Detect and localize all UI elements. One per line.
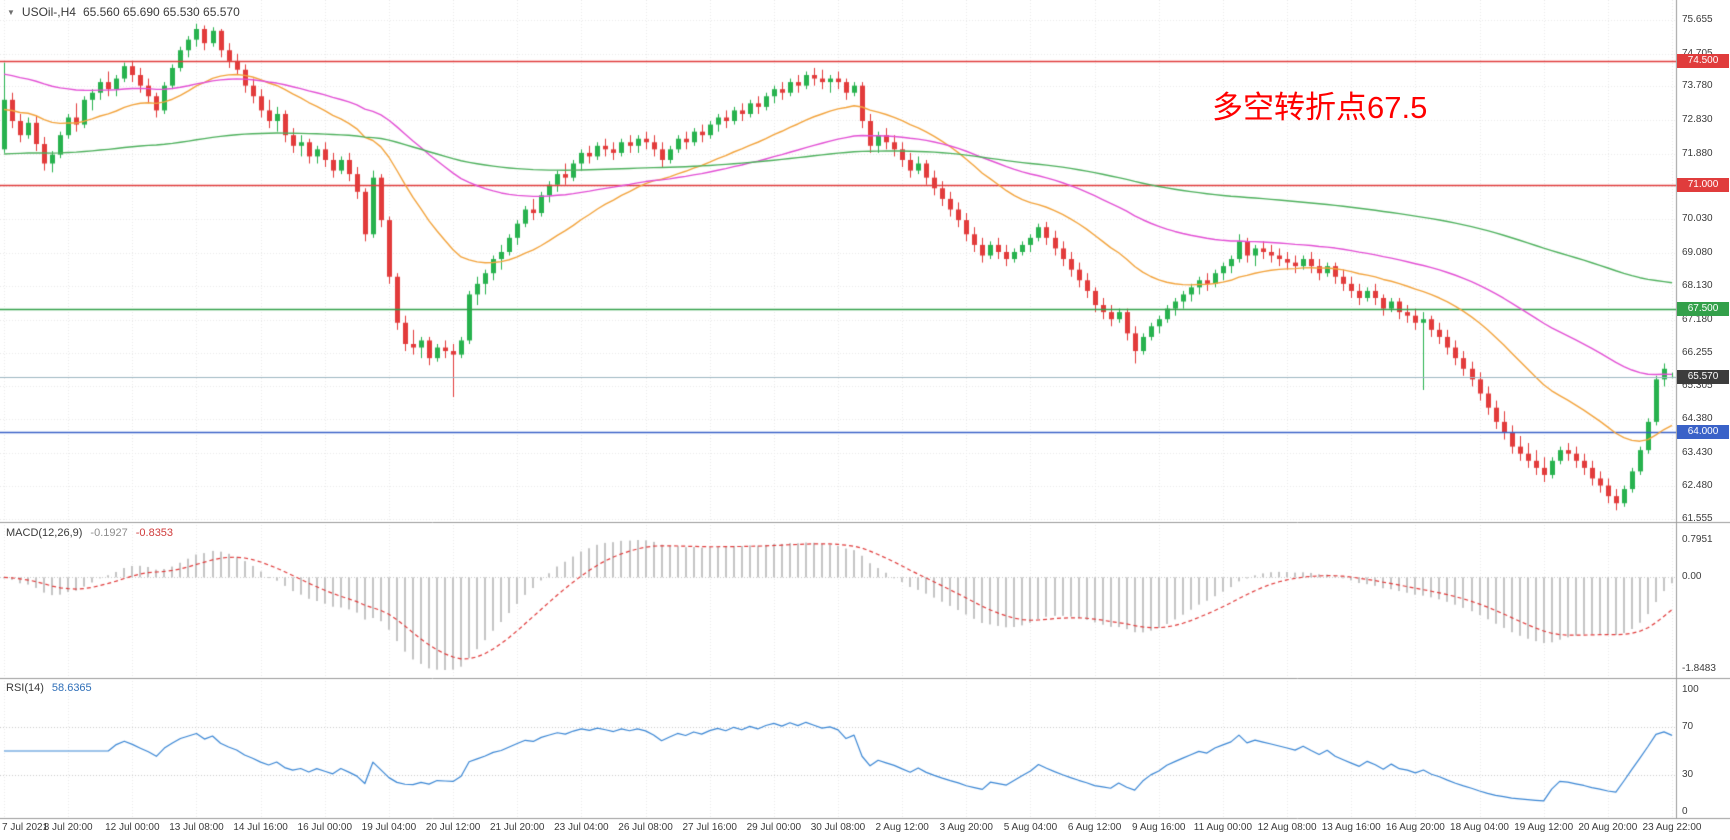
trading-chart-window: ▼ USOil-,H4 65.560 65.690 65.530 65.570 … (0, 0, 1730, 840)
chart-canvas[interactable] (0, 0, 1730, 840)
